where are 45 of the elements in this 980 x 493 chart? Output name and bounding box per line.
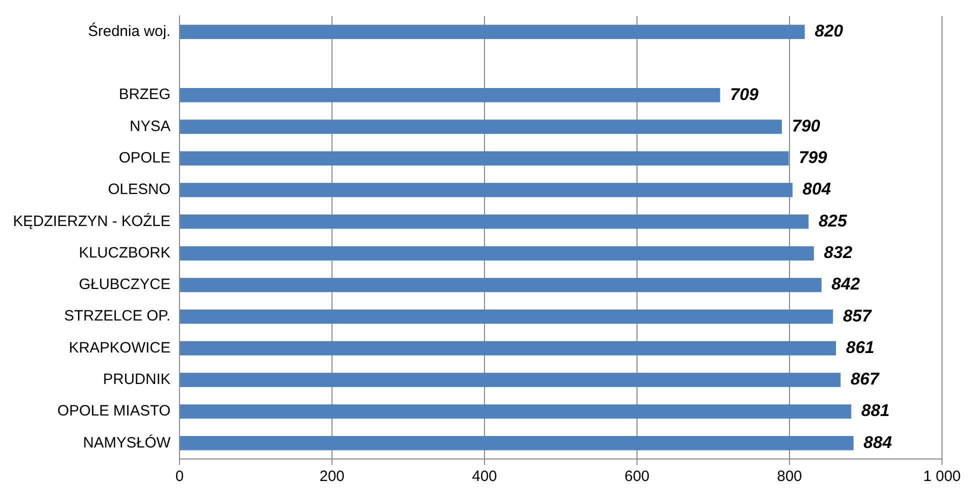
bar bbox=[180, 88, 720, 102]
data-label: 832 bbox=[824, 243, 853, 262]
bar bbox=[180, 309, 833, 324]
data-label: 799 bbox=[798, 148, 828, 168]
x-tick-label: 1 000 bbox=[923, 468, 961, 486]
data-label: 861 bbox=[846, 338, 874, 357]
bar bbox=[180, 372, 841, 388]
data-label: 825 bbox=[818, 211, 848, 230]
y-tick-label: OPOLE MIASTO bbox=[57, 402, 171, 420]
data-label: 842 bbox=[832, 274, 860, 294]
y-tick-label: PRUDNIK bbox=[103, 371, 171, 388]
y-tick-label: NYSA bbox=[130, 118, 171, 135]
x-tick-label: 0 bbox=[175, 468, 184, 486]
data-label: 867 bbox=[850, 370, 880, 389]
data-label: 709 bbox=[730, 84, 760, 104]
data-label: 857 bbox=[842, 306, 873, 326]
bar bbox=[180, 151, 789, 166]
x-tick-label: 200 bbox=[320, 468, 345, 486]
data-label: 820 bbox=[814, 22, 844, 41]
y-tick-label: STRZELCE OP. bbox=[64, 308, 171, 325]
y-tick-label: OPOLE bbox=[118, 150, 171, 167]
data-label: 884 bbox=[864, 432, 892, 452]
y-tick-label: BRZEG bbox=[118, 86, 171, 104]
y-tick-label: KLUCZBORK bbox=[78, 244, 171, 262]
y-tick-label: GŁUBCZYCE bbox=[78, 276, 171, 294]
data-label: 804 bbox=[802, 180, 832, 199]
bar bbox=[180, 120, 782, 134]
y-tick-label: KĘDZIERZYN - KOŹLE bbox=[12, 212, 171, 230]
bar bbox=[180, 182, 793, 198]
data-label: 790 bbox=[792, 116, 821, 136]
bar bbox=[180, 246, 814, 260]
bar bbox=[180, 436, 854, 450]
bar bbox=[180, 404, 852, 419]
y-tick-label: NAMYSŁÓW bbox=[83, 433, 172, 452]
data-label: 881 bbox=[861, 401, 890, 420]
y-tick-label: Średnia woj. bbox=[88, 22, 171, 40]
bar bbox=[180, 341, 836, 356]
x-tick-label: 400 bbox=[472, 468, 498, 486]
y-tick-label: OLESNO bbox=[108, 181, 171, 198]
bar bbox=[180, 278, 822, 292]
bar bbox=[180, 214, 809, 229]
bar bbox=[180, 24, 805, 39]
y-tick-label: KRAPKOWICE bbox=[68, 339, 171, 356]
x-tick-label: 600 bbox=[624, 468, 650, 486]
x-tick-label: 800 bbox=[776, 468, 802, 486]
